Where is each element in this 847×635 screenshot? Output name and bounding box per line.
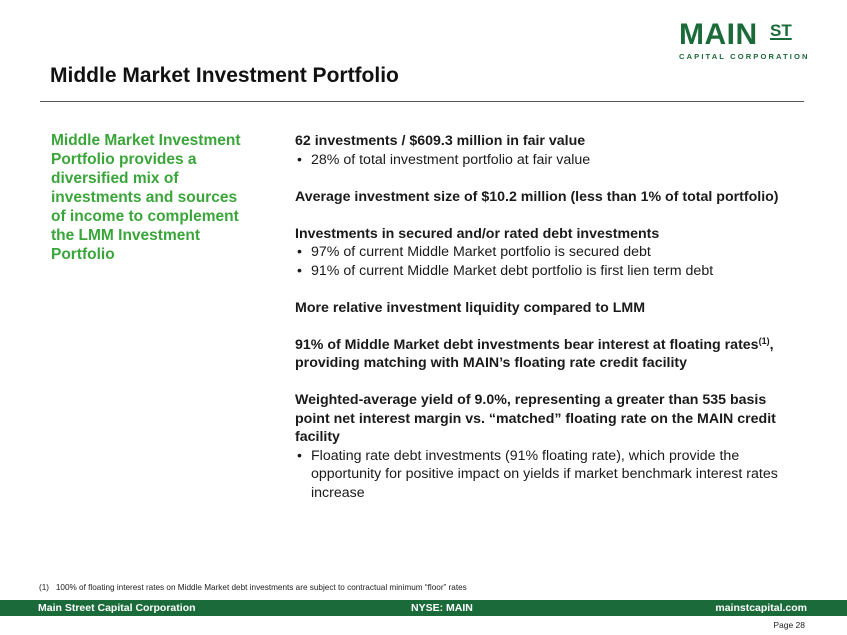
heading-part: 91% of Middle Market debt investments be… (295, 336, 759, 353)
point-weighted-yield: Weighted-average yield of 9.0%, represen… (295, 391, 795, 502)
point-heading: 91% of Middle Market debt investments be… (295, 336, 795, 373)
point-heading: More relative investment liquidity compa… (295, 299, 646, 316)
bullet-item: 97% of current Middle Market portfolio i… (295, 243, 795, 262)
logo-main-text: MAIN (679, 18, 758, 51)
footer-website: mainstcapital.com (715, 602, 807, 614)
bullet-item: 28% of total investment portfolio at fai… (295, 151, 795, 170)
content-list: 62 investments / $609.3 million in fair … (295, 132, 795, 521)
heading-part: , providing matching with MAIN’s floatin… (295, 336, 774, 372)
main-street-logo: MAIN ST CAPITAL CORPORATION (672, 18, 808, 64)
footnote-ref: (1) (758, 335, 770, 346)
point-heading: 62 investments / $609.3 million in fair … (295, 133, 586, 149)
point-heading: Weighted-average yield of 9.0%, represen… (295, 392, 776, 445)
title-divider (40, 101, 804, 102)
logo-st-text: ST (770, 21, 792, 40)
logo-subtitle: CAPITAL CORPORATION (679, 52, 810, 61)
point-secured-debt: Investments in secured and/or rated debt… (295, 225, 795, 281)
slide-title: Middle Market Investment Portfolio (50, 64, 399, 87)
point-heading: Investments in secured and/or rated debt… (295, 225, 660, 242)
bullet-item: Floating rate debt investments (91% floa… (295, 447, 795, 503)
footer-company: Main Street Capital Corporation (38, 602, 196, 614)
footnote: (1) 100% of floating interest rates on M… (39, 583, 467, 592)
footer-ticker: NYSE: MAIN (411, 602, 473, 614)
page-number: Page 28 (773, 620, 805, 630)
bullet-item: 91% of current Middle Market debt portfo… (295, 262, 795, 281)
point-investments: 62 investments / $609.3 million in fair … (295, 132, 795, 169)
footer-bar: Main Street Capital Corporation NYSE: MA… (0, 600, 847, 616)
point-average-size: Average investment size of $10.2 million… (295, 188, 795, 207)
point-liquidity: More relative investment liquidity compa… (295, 299, 795, 318)
sidebar-summary: Middle Market Investment Portfolio provi… (51, 132, 241, 263)
point-heading: Average investment size of $10.2 million… (295, 188, 779, 205)
point-floating-rates: 91% of Middle Market debt investments be… (295, 336, 795, 373)
